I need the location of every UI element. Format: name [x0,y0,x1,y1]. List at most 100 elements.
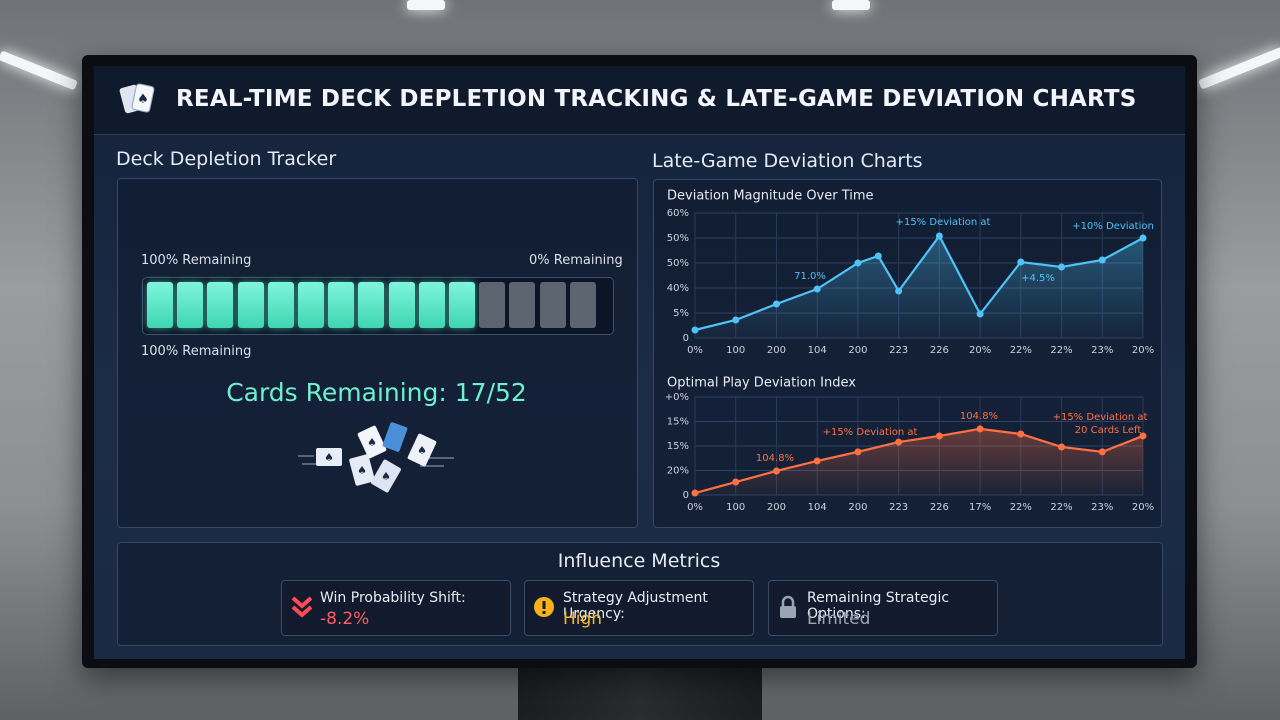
x-tick-label: 200 [767,345,786,355]
line-point [895,438,903,446]
x-tick-label: 104 [808,345,827,355]
bar-segment [479,282,506,328]
x-tick-label: 200 [767,502,786,513]
line-point [976,310,984,318]
flying-cards: ♠ ♠ ♠ ♠ ♠ [298,422,454,493]
x-tick-label: 223 [889,502,908,513]
annotation: +15% Deviation at [823,427,918,438]
line-point [732,478,740,486]
line-point [691,489,699,497]
annotation: +15% Deviation at [1053,412,1148,423]
svg-text:♠: ♠ [367,436,377,449]
bar-segment [509,282,536,328]
line-point [1139,234,1147,242]
x-tick-label: 100 [726,502,745,513]
annotation: 104.8% [960,411,998,422]
line-point [1058,263,1066,271]
svg-text:♠: ♠ [357,464,367,477]
metric-label: Remaining Strategic Options: [807,590,950,622]
x-tick-label: 223 [889,345,908,355]
annotation: 104.8% [756,453,794,464]
line-point [935,232,943,240]
bar-segment [298,282,324,328]
bar-segment [569,282,596,328]
x-tick-label: 0% [687,345,703,355]
line-area [695,428,1143,495]
line-point [813,285,821,293]
section-title: Late-Game Deviation Charts [652,150,923,172]
bar-label-bottom: 100% Remaining [141,344,252,359]
x-tick-label: 22% [1050,345,1072,355]
bar-segment [328,282,355,328]
line-point [1017,258,1025,266]
screen: ♠ REAL-TIME DECK DEPLETION TRACKING & LA… [94,66,1185,659]
cards-remaining: Cards Remaining: 17/52 [226,378,527,407]
cards-icon: ♠ [119,83,155,114]
line-point [874,252,882,260]
lock-icon [780,595,796,618]
line-point [935,432,943,440]
bar-segment [147,282,173,328]
line-point [976,425,984,433]
down-icon [291,596,313,618]
x-tick-label: 200 [848,345,867,355]
y-tick-label: 0 [683,490,689,501]
line-point [854,448,862,456]
y-tick-label: 40% [667,283,689,294]
metric-value: High [563,609,603,629]
x-tick-label: 22% [1050,502,1072,513]
x-tick-label: 17% [969,502,991,513]
x-tick-label: 200 [848,502,867,513]
x-tick-label: 104 [808,502,827,513]
x-tick-label: 20% [969,345,991,355]
chart-title: Deviation Magnitude Over Time [667,189,874,204]
bar-segment [267,282,294,328]
x-tick-label: 226 [930,345,949,355]
metric-card: Win Probability Shift: -8.2% [281,580,511,636]
y-tick-label: 0 [683,333,689,344]
x-tick-label: 0% [687,502,703,513]
y-tick-label: +0% [665,392,689,403]
y-tick-label: 15% [667,441,689,452]
chart: Deviation Magnitude Over Time 0 5% 40% 50% 50… [667,189,1154,356]
line-point [772,467,780,475]
y-tick-label: 20% [667,466,689,477]
line-point [1098,256,1106,264]
section-title: Influence Metrics [557,550,721,572]
svg-text:♠: ♠ [137,92,149,107]
bar-segment [539,282,566,328]
line-point [1098,448,1106,456]
metric-value: Limited [807,609,871,629]
bar-label-right: 0% Remaining [529,253,623,268]
ceiling-light [0,50,78,91]
bar-segment [388,282,415,328]
chart-title: Optimal Play Deviation Index [667,376,856,391]
annotation: +4.5% [1021,273,1055,284]
annotation: 71.0% [794,271,826,282]
section-title: Deck Depletion Tracker [116,148,337,170]
ceiling-light [407,0,445,10]
x-tick-label: 20% [1132,502,1154,513]
x-tick-label: 22% [1010,502,1032,513]
annotation: +10% Deviation [1072,221,1154,232]
ceiling-light [1198,46,1280,90]
line-point [1017,430,1025,438]
svg-text:♠: ♠ [417,444,427,457]
bar-segment [207,282,234,328]
y-tick-label: 50% [667,233,689,244]
line-area [695,236,1143,338]
chart: Optimal Play Deviation Index 0 20% 15% 15% +0… [665,376,1154,514]
line-point [772,300,780,308]
x-tick-label: 226 [930,502,949,513]
svg-text:♠: ♠ [324,451,334,464]
annotation: +15% Deviation at [896,217,991,228]
metric-label: Strategy Adjustment Urgency: [563,590,708,622]
y-tick-label: 60% [667,208,689,219]
metric-card: Remaining Strategic Options: Limited [768,580,998,636]
svg-text:♠: ♠ [381,470,391,483]
line-point [691,326,699,334]
annotation: 20 Cards Left [1075,425,1142,436]
line-point [854,259,862,267]
ceiling-light [832,0,870,10]
